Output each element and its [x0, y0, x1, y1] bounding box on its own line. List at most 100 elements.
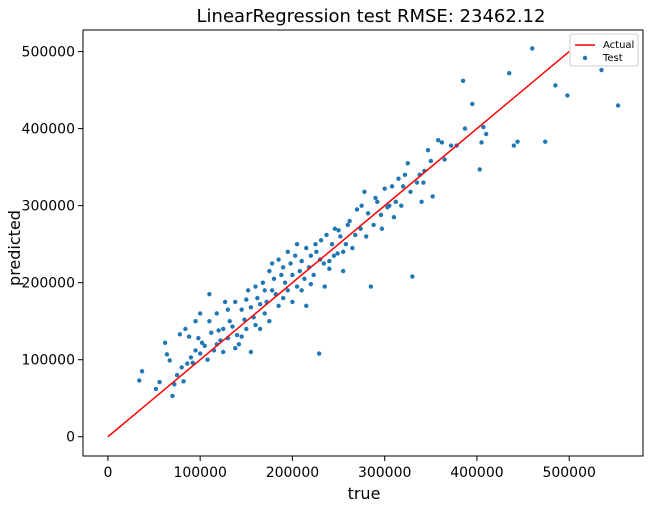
test-point — [137, 378, 142, 383]
test-point — [262, 311, 267, 316]
test-point — [162, 340, 168, 345]
test-point — [183, 326, 188, 332]
test-point — [167, 358, 172, 363]
test-point — [292, 253, 298, 258]
scatter-points — [137, 46, 621, 399]
y-tick-label: 100000 — [22, 353, 75, 369]
y-axis-label: predicted — [5, 210, 24, 286]
chart-title: LinearRegression test RMSE: 23462.12 — [197, 6, 546, 27]
test-point — [419, 199, 424, 204]
test-point — [248, 349, 254, 355]
test-point — [511, 143, 517, 148]
test-point — [285, 288, 291, 293]
test-point — [393, 199, 398, 204]
test-point — [294, 284, 300, 289]
test-point — [354, 207, 360, 212]
test-point — [336, 228, 341, 233]
test-point — [365, 211, 371, 216]
test-point — [316, 351, 322, 356]
test-point — [332, 226, 338, 231]
test-point — [214, 311, 219, 316]
test-point — [253, 322, 258, 328]
test-point — [190, 360, 195, 365]
actual-line-layer — [107, 50, 570, 438]
test-point — [177, 332, 183, 337]
test-point — [304, 303, 309, 308]
test-point — [373, 195, 378, 201]
test-point — [302, 276, 307, 282]
test-point — [331, 253, 337, 258]
test-point — [358, 226, 363, 231]
test-point — [282, 280, 288, 285]
y-tick-label: 0 — [66, 430, 75, 446]
test-point — [318, 238, 324, 243]
test-point — [242, 317, 247, 322]
test-point — [439, 140, 445, 145]
test-point — [483, 131, 489, 137]
test-point — [280, 265, 286, 270]
test-point — [327, 258, 332, 264]
test-point — [379, 226, 385, 231]
test-point — [402, 172, 408, 178]
test-point — [153, 386, 159, 392]
test-point — [276, 257, 281, 262]
y-axis-ticks: 0 100000 200000 300000 400000 500000 — [22, 45, 83, 446]
test-point — [421, 180, 426, 185]
test-point — [324, 232, 329, 238]
test-point — [481, 124, 486, 130]
test-point — [221, 349, 226, 355]
test-point — [205, 357, 210, 362]
test-point — [408, 189, 413, 194]
test-point — [340, 249, 346, 255]
test-point — [347, 218, 352, 224]
y-tick-label: 300000 — [22, 199, 75, 215]
test-point — [248, 305, 254, 310]
test-point — [615, 103, 621, 108]
test-point — [255, 295, 260, 301]
test-point — [435, 137, 441, 143]
test-point — [382, 186, 387, 191]
test-point — [396, 176, 401, 181]
test-point — [197, 351, 203, 356]
test-point — [234, 332, 240, 338]
test-point — [313, 241, 318, 247]
x-tick-label: 200000 — [266, 465, 319, 481]
test-point — [322, 284, 327, 289]
test-point — [340, 268, 346, 274]
test-point — [425, 147, 431, 153]
test-point — [362, 189, 367, 194]
test-point — [371, 222, 376, 228]
test-point — [267, 268, 272, 274]
test-point — [477, 167, 482, 172]
test-point — [209, 330, 214, 335]
test-point — [350, 245, 355, 251]
test-point — [174, 372, 180, 378]
test-point — [391, 214, 397, 220]
test-point — [543, 139, 548, 144]
test-point — [389, 184, 395, 189]
test-point — [399, 203, 404, 208]
test-point — [227, 318, 232, 324]
test-point — [385, 204, 390, 210]
test-point — [565, 93, 570, 98]
test-point — [285, 249, 291, 255]
test-point — [359, 203, 364, 208]
test-point — [378, 212, 384, 218]
test-point — [515, 139, 520, 144]
test-point — [343, 241, 349, 247]
legend-test-swatch — [582, 55, 588, 61]
test-point — [470, 101, 475, 107]
test-point — [233, 299, 238, 305]
test-point — [185, 361, 190, 366]
test-point — [179, 365, 184, 370]
test-point — [271, 276, 277, 282]
test-point — [290, 299, 295, 305]
y-tick-label: 200000 — [22, 276, 75, 292]
test-point — [327, 266, 332, 272]
test-point — [368, 284, 374, 289]
test-point — [269, 261, 275, 266]
test-point — [297, 268, 303, 274]
test-point — [230, 324, 235, 329]
test-point — [530, 46, 535, 51]
